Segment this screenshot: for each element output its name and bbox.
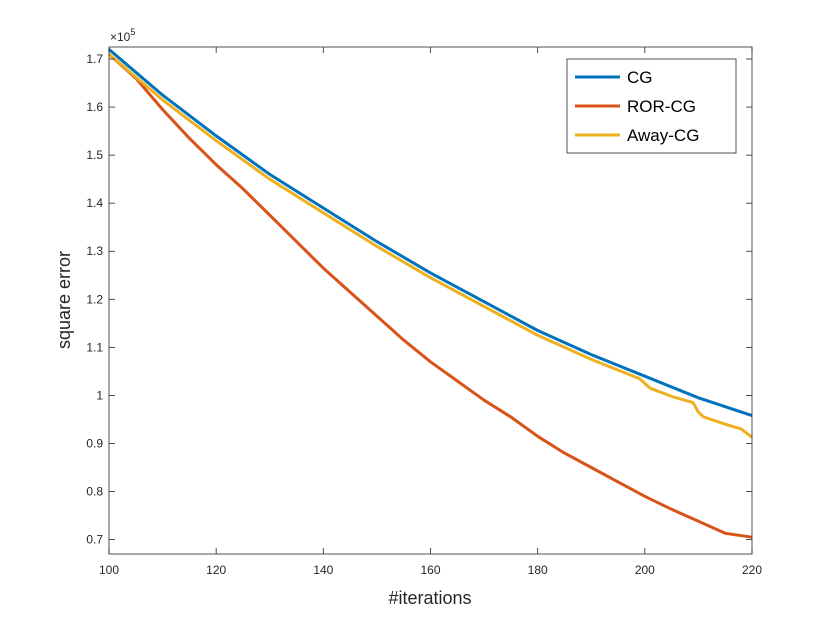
y-tick-label: 1: [96, 388, 103, 402]
y-axis: 0.7 0.8 0.9 1 1.1 1.2 1.3 1.4 1.5 1.6 1.7: [86, 52, 752, 547]
x-tick-label: 100: [99, 563, 119, 577]
y-tick-label: 1.7: [86, 52, 103, 66]
x-tick-label: 160: [420, 563, 440, 577]
legend-label-ror-cg: ROR-CG: [627, 97, 696, 116]
y-tick-label: 1.2: [86, 292, 103, 306]
x-axis-label: #iterations: [388, 588, 471, 608]
y-tick-label: 0.8: [86, 485, 103, 499]
y-tick-label: 1.5: [86, 148, 103, 162]
series-line-ror-cg: [107, 53, 753, 539]
y-tick-label: 1.6: [86, 100, 103, 114]
x-tick-label: 200: [635, 563, 655, 577]
x-tick-label: 220: [742, 563, 762, 577]
x-axis: 100 120 140 160 180 200 220: [99, 47, 762, 577]
y-tick-label: 1.4: [86, 196, 103, 210]
legend-label-cg: CG: [627, 68, 653, 87]
y-tick-label: 0.9: [86, 436, 103, 450]
x-tick-label: 180: [528, 563, 548, 577]
y-exponent-label: ×105: [110, 27, 135, 44]
series-layer: [107, 48, 753, 539]
legend-label-away-cg: Away-CG: [627, 126, 699, 145]
y-tick-label: 1.3: [86, 244, 103, 258]
y-axis-label: square error: [54, 251, 74, 349]
y-exponent-power: 5: [130, 27, 135, 37]
x-tick-label: 140: [313, 563, 333, 577]
y-tick-label: 0.7: [86, 533, 103, 547]
series-line-cg: [108, 48, 753, 418]
y-tick-label: 1.1: [86, 340, 103, 354]
x-tick-label: 120: [206, 563, 226, 577]
series-line-away-cg: [108, 53, 753, 439]
legend: CG ROR-CG Away-CG: [566, 58, 737, 154]
